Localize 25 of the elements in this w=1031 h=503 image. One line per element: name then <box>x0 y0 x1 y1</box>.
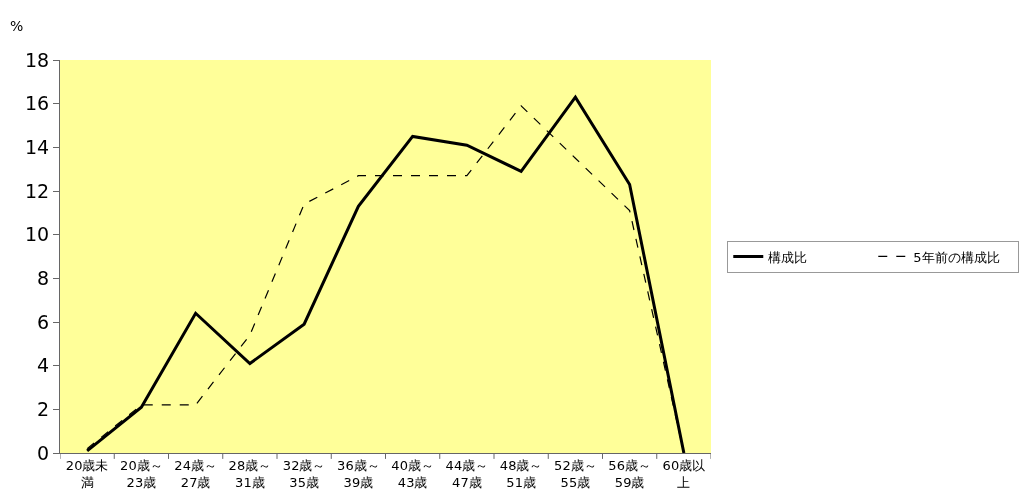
x-tick-label: 40歳～43歳 <box>391 457 434 490</box>
y-tick-label: 12 <box>25 179 50 202</box>
y-axis-title: % <box>10 18 24 34</box>
x-tick-label: 56歳～59歳 <box>608 457 651 490</box>
y-tick-label: 18 <box>25 48 50 71</box>
y-tick-label: 4 <box>37 354 50 377</box>
x-tick-label: 52歳～55歳 <box>554 457 597 490</box>
x-tick-label: 44歳～47歳 <box>445 457 489 490</box>
y-tick-label: 10 <box>25 223 50 246</box>
y-tick-label: 8 <box>37 266 50 289</box>
y-tick-label: 6 <box>37 310 50 333</box>
y-tick-label: 2 <box>37 397 50 420</box>
x-tick-label: 20歳～23歳 <box>120 457 163 490</box>
x-tick-label: 20歳未満 <box>65 457 109 490</box>
x-tick-label: 48歳～51歳 <box>499 457 543 490</box>
x-tick-label: 24歳～27歳 <box>174 457 217 490</box>
legend-label: 構成比 <box>768 249 808 265</box>
x-tick-label: 60歳以上 <box>662 457 706 490</box>
y-tick-label: 0 <box>37 441 50 464</box>
legend-label: 5年前の構成比 <box>913 249 1000 265</box>
x-tick-label: 36歳～39歳 <box>337 457 380 490</box>
y-tick-label: 14 <box>25 135 50 158</box>
y-tick-label: 16 <box>25 92 50 115</box>
x-tick-label: 28歳～31歳 <box>228 457 272 490</box>
x-tick-label: 32歳～35歳 <box>282 457 326 490</box>
